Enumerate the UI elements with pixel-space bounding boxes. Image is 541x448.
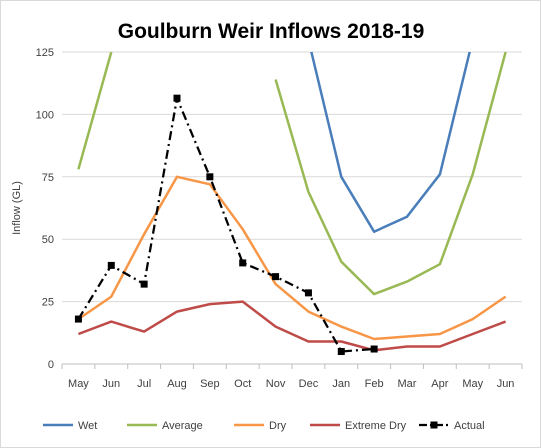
y-tick-label: 125 (36, 47, 54, 59)
legend-item-wet: Wet (43, 420, 97, 432)
grid-lines (62, 51, 522, 303)
series-line-average (274, 52, 507, 296)
y-tick-label: 50 (42, 234, 54, 246)
legend-item-extreme-dry: Extreme Dry (310, 420, 407, 432)
y-tick-label: 0 (48, 359, 54, 371)
series-lines (74, 52, 507, 356)
series-line-actual (77, 97, 375, 353)
y-tick-label: 75 (42, 172, 54, 184)
x-tick-label: Jul (137, 378, 151, 390)
x-tick-label: Aug (167, 378, 187, 390)
chart-title: Goulburn Weir Inflows 2018-19 (118, 20, 425, 43)
x-tick-label: Oct (234, 378, 251, 390)
data-point (337, 348, 345, 356)
legend-label: Dry (269, 420, 287, 432)
data-point (173, 94, 181, 102)
legend-label: Average (162, 420, 203, 432)
series-wet (310, 52, 471, 233)
series-line-average (77, 52, 113, 170)
x-tick-label: May (462, 378, 483, 390)
data-point (239, 259, 247, 267)
legend-item-average: Average (127, 420, 203, 432)
data-point (107, 261, 115, 269)
data-point (74, 315, 82, 323)
data-point (370, 345, 378, 353)
series-line-wet (310, 52, 471, 233)
legend: Wet Average Dry Extreme Dry Actual (43, 420, 485, 432)
series-average (77, 52, 507, 296)
x-tick-label: Apr (431, 378, 448, 390)
x-tick-label: Dec (299, 378, 319, 390)
legend-label: Extreme Dry (345, 420, 407, 432)
x-tick-label: Feb (365, 378, 384, 390)
series-line-dry (77, 175, 507, 341)
x-tick-labels: May Jun Jul Aug Sep Oct Nov Dec Jan Feb Mar Apr May J… (68, 378, 514, 390)
legend-item-actual: Actual (419, 420, 485, 432)
y-axis-label: Inflow (GL) (11, 181, 23, 235)
legend-label: Wet (78, 420, 97, 432)
x-tick-label: May (68, 378, 89, 390)
series-line-extreme-dry (77, 300, 507, 352)
x-tick-label: Mar (398, 378, 417, 390)
x-tick-label: Jun (102, 378, 120, 390)
legend-item-dry: Dry (234, 420, 287, 432)
series-extreme-dry (77, 300, 507, 352)
legend-label: Actual (454, 420, 485, 432)
axes (61, 363, 523, 369)
x-tick-label: Nov (266, 378, 286, 390)
data-point (304, 289, 312, 297)
x-tick-label: Jun (497, 378, 515, 390)
series-dry (77, 175, 507, 341)
data-point (140, 280, 148, 288)
x-tick-label: Jan (332, 378, 350, 390)
x-tick-label: Sep (200, 378, 220, 390)
y-tick-labels: 0 25 50 75 100 125 (36, 47, 54, 371)
y-tick-label: 25 (42, 297, 54, 309)
legend-marker (430, 421, 438, 429)
series-actual (74, 94, 378, 356)
data-point (206, 173, 214, 181)
data-point (272, 273, 280, 281)
y-tick-label: 100 (36, 109, 54, 121)
